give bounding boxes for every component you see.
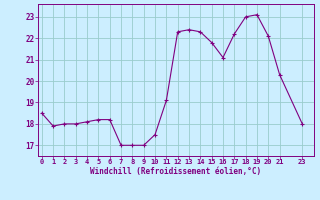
X-axis label: Windchill (Refroidissement éolien,°C): Windchill (Refroidissement éolien,°C)	[91, 167, 261, 176]
